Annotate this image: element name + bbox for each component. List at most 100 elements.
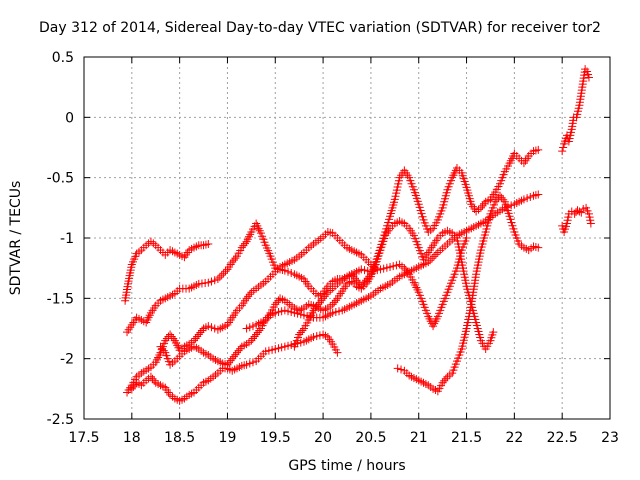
plus-marker <box>558 147 567 156</box>
plus-marker <box>215 273 224 282</box>
plus-marker <box>428 254 437 263</box>
plus-marker <box>207 277 216 286</box>
plus-marker <box>349 272 358 281</box>
series-track-j <box>558 203 595 236</box>
plus-marker <box>534 145 543 154</box>
plus-marker <box>253 328 262 337</box>
plus-marker <box>226 356 235 365</box>
y-tick-label: -2.5 <box>47 412 74 428</box>
plus-marker <box>255 326 264 335</box>
plus-marker <box>480 199 489 208</box>
plus-marker <box>519 195 528 204</box>
plus-marker <box>274 308 283 317</box>
plus-marker <box>245 290 254 299</box>
plus-marker <box>194 330 203 339</box>
series-track-a <box>121 237 213 305</box>
plus-marker <box>261 347 270 356</box>
plus-marker <box>204 322 213 331</box>
plus-marker <box>237 243 246 252</box>
plus-marker <box>309 306 318 315</box>
plus-marker <box>231 254 240 263</box>
plus-marker <box>229 256 238 265</box>
plus-marker <box>248 358 257 367</box>
plus-marker <box>228 258 237 267</box>
axis-ticks: 17.5 18 18.5 19 19.5 20 20.5 21 21.5 22 22.5 23 0.5 0… <box>47 50 619 446</box>
plus-marker <box>231 350 240 359</box>
plus-marker <box>357 265 366 274</box>
plus-marker <box>271 300 280 309</box>
plus-marker <box>272 298 281 307</box>
plus-marker <box>167 332 176 341</box>
plus-marker <box>219 269 228 278</box>
plus-marker <box>146 372 155 381</box>
plus-marker <box>312 302 321 311</box>
plus-marker <box>476 203 485 212</box>
plus-marker <box>240 239 249 248</box>
series-track-f <box>242 145 543 333</box>
series-track-c <box>123 227 380 397</box>
plus-marker <box>526 192 535 201</box>
plus-marker <box>268 345 277 354</box>
plus-marker <box>298 326 307 335</box>
plus-marker <box>577 208 586 217</box>
x-tick-label: 17.5 <box>68 430 99 446</box>
y-tick-label: -1.5 <box>47 291 74 307</box>
plus-marker <box>159 346 168 355</box>
plus-marker <box>204 240 213 249</box>
plus-marker <box>284 307 293 316</box>
plus-marker <box>161 336 170 345</box>
plus-marker <box>363 274 372 283</box>
plus-marker <box>563 216 572 225</box>
plus-marker <box>271 345 280 354</box>
plus-marker <box>295 330 304 339</box>
plus-marker <box>217 271 226 280</box>
plus-marker <box>166 330 175 339</box>
plus-marker <box>236 344 245 353</box>
plus-marker <box>347 270 356 279</box>
plus-marker <box>584 73 593 82</box>
plus-marker <box>397 365 406 374</box>
grid-lines <box>84 57 610 419</box>
plus-marker <box>328 300 337 309</box>
x-tick-label: 19 <box>219 430 237 446</box>
plus-marker <box>248 334 257 343</box>
plus-marker <box>441 374 450 383</box>
plus-marker <box>322 290 331 299</box>
x-tick-label: 20.5 <box>355 430 386 446</box>
plus-marker <box>242 324 251 333</box>
plus-marker <box>280 342 289 351</box>
plus-marker <box>314 300 323 309</box>
plus-marker <box>196 328 205 337</box>
plus-marker <box>234 346 243 355</box>
plus-marker <box>317 296 326 305</box>
y-tick-label: -1 <box>60 231 74 247</box>
plus-marker <box>478 201 487 210</box>
plus-marker <box>497 193 506 202</box>
plus-marker <box>586 216 595 225</box>
plus-marker <box>360 278 369 287</box>
plus-marker <box>438 378 447 387</box>
plus-marker <box>585 213 594 222</box>
plus-marker <box>247 336 256 345</box>
series-track-i <box>558 65 593 156</box>
plus-marker <box>499 195 508 204</box>
plus-marker <box>287 268 296 277</box>
plus-marker <box>274 344 283 353</box>
plus-marker <box>287 308 296 317</box>
plus-marker <box>312 332 321 341</box>
x-tick-label: 18 <box>123 430 141 446</box>
plus-marker <box>148 374 157 383</box>
chart-title: Day 312 of 2014, Sidereal Day-to-day VTE… <box>39 20 601 36</box>
plus-marker <box>360 266 369 275</box>
plus-marker <box>197 326 206 335</box>
x-tick-label: 18.5 <box>164 430 195 446</box>
x-tick-label: 23 <box>601 430 619 446</box>
plus-marker <box>358 280 367 289</box>
plus-marker <box>330 298 339 307</box>
plus-marker <box>489 328 498 337</box>
plus-marker <box>331 308 340 317</box>
plus-marker <box>507 201 516 210</box>
plus-marker <box>284 341 293 350</box>
plus-marker <box>233 348 242 357</box>
